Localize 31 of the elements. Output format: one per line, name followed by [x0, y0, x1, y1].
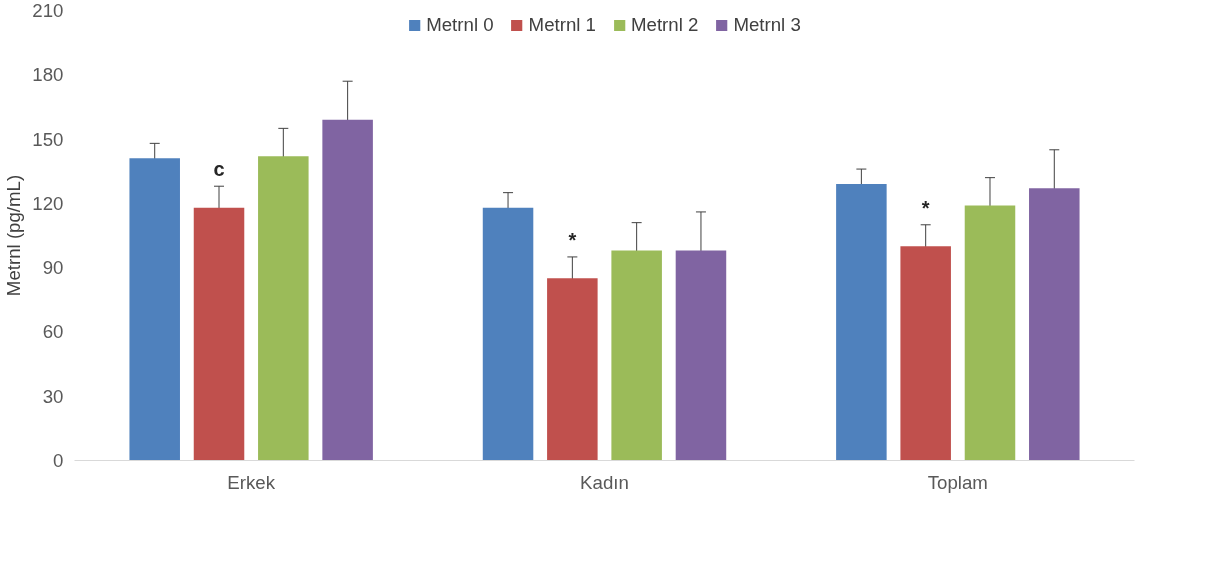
legend-label: Metrnl 2	[631, 14, 699, 36]
y-tick-label: 90	[42, 257, 64, 279]
bar	[193, 207, 245, 461]
y-tick-label: 120	[32, 192, 64, 214]
y-axis-title: Metrnl (pg/mL)	[3, 174, 25, 297]
bar	[611, 250, 662, 461]
annotation: *	[568, 228, 577, 251]
y-tick-label: 180	[32, 64, 64, 86]
bar	[547, 278, 598, 461]
x-tick-label: Kadın	[580, 471, 629, 493]
y-tick-label: 30	[42, 385, 64, 407]
x-tick-label: Erkek	[227, 471, 276, 493]
legend-label: Metrnl 3	[733, 14, 801, 36]
y-tick-label: 60	[42, 321, 64, 343]
y-tick-label: 150	[32, 128, 64, 150]
annotation: *	[921, 196, 930, 219]
bar	[129, 158, 180, 461]
bar	[836, 184, 887, 461]
y-tick-label: 210	[32, 0, 64, 21]
legend-label: Metrnl 0	[426, 14, 494, 36]
x-tick-label: Toplam	[927, 471, 988, 493]
bar	[322, 119, 373, 461]
bar	[675, 250, 727, 461]
bar	[900, 246, 951, 461]
bar	[482, 207, 534, 461]
legend-label: Metrnl 1	[528, 14, 596, 36]
annotation: c	[213, 158, 225, 181]
bar	[258, 156, 309, 461]
bar	[1029, 188, 1080, 461]
bar	[964, 205, 1016, 461]
y-tick-label: 0	[53, 450, 64, 471]
